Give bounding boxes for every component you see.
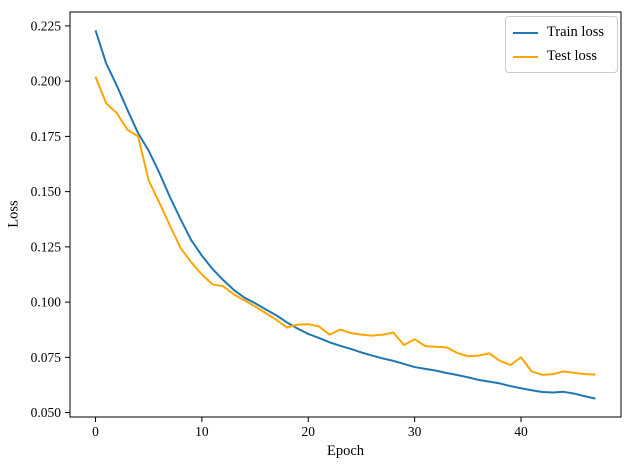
x-tick-label: 30	[408, 424, 422, 439]
train-loss-line-swatch-icon	[512, 31, 538, 34]
y-tick-label: 0.200	[31, 74, 62, 89]
legend: Train loss Test loss	[504, 16, 618, 73]
train-loss-legend-label: Train loss	[546, 24, 604, 40]
y-axis-label: Loss	[5, 200, 22, 228]
plot-border	[69, 11, 622, 418]
x-tick-label: 0	[92, 424, 99, 439]
y-tick-label: 0.100	[31, 295, 62, 310]
y-tick-label: 0.150	[31, 184, 62, 199]
test-loss-line-swatch-icon	[512, 55, 538, 58]
x-tick-label: 20	[302, 424, 316, 439]
x-axis-label: Epoch	[326, 443, 365, 459]
test-loss-legend-label: Test loss	[546, 48, 598, 64]
legend-item-test-loss: Test loss	[512, 48, 604, 65]
train-loss-line	[94, 30, 596, 400]
y-tick-label: 0.075	[31, 350, 62, 365]
y-tick-label: 0.050	[31, 405, 62, 420]
x-tick-label: 40	[514, 424, 528, 439]
y-tick-label: 0.225	[31, 18, 62, 33]
x-tick-label: 10	[195, 424, 209, 439]
y-tick-label: 0.125	[31, 239, 62, 254]
test-loss-line	[94, 76, 596, 376]
y-tick-label: 0.175	[31, 129, 62, 144]
legend-item-train-loss: Train loss	[512, 24, 604, 41]
